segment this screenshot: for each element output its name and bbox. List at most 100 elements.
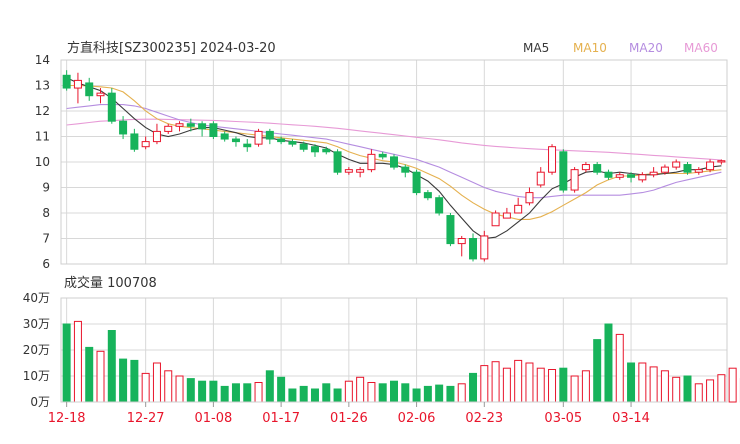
- volume-bar: [277, 376, 286, 403]
- candle-body: [615, 174, 624, 178]
- candle: [141, 136, 150, 150]
- candle: [649, 167, 658, 178]
- candle: [423, 190, 432, 201]
- candle-body: [706, 161, 715, 171]
- volume-plot-frame: [60, 297, 728, 403]
- candle: [164, 123, 173, 134]
- candle: [175, 121, 184, 132]
- price-tick-label: 7: [42, 232, 50, 246]
- candle: [638, 172, 647, 183]
- volume-bar: [717, 374, 726, 403]
- volume-bar: [265, 370, 274, 403]
- candle-body: [322, 148, 331, 153]
- volume-bar: [378, 383, 387, 403]
- price-tick-label: 13: [35, 79, 50, 93]
- candle: [152, 123, 161, 145]
- candle-body: [683, 164, 692, 173]
- price-grid: [61, 60, 727, 264]
- volume-tick-label: 30万: [23, 317, 50, 331]
- date-tick-label: 01-08: [194, 411, 232, 426]
- candle: [514, 197, 523, 214]
- candle-body: [209, 123, 218, 137]
- volume-bar: [694, 383, 703, 403]
- candle-body: [480, 235, 489, 260]
- candle-body: [73, 79, 82, 89]
- candle: [559, 149, 568, 193]
- candle-body: [593, 164, 602, 173]
- candle-body: [717, 160, 726, 163]
- volume-bar: [254, 382, 263, 403]
- candle: [717, 159, 726, 165]
- candle-body: [96, 92, 105, 97]
- volume-bar: [660, 370, 669, 403]
- volume-bar: [85, 346, 94, 403]
- candle: [446, 213, 455, 247]
- candle-body: [119, 120, 128, 135]
- candle: [85, 77, 94, 101]
- candle: [401, 164, 410, 178]
- volume-bar: [356, 376, 365, 403]
- candle-body: [198, 123, 207, 130]
- candle: [119, 116, 128, 140]
- candle-body: [62, 74, 71, 89]
- volume-bar: [130, 359, 139, 403]
- volume-bar: [548, 369, 557, 403]
- candle: [627, 172, 636, 183]
- volume-bar: [480, 365, 489, 403]
- candle-body: [141, 141, 150, 148]
- candle-body: [525, 192, 534, 204]
- candle: [378, 151, 387, 160]
- candle: [299, 141, 308, 152]
- candle: [390, 154, 398, 170]
- volume-bar: [638, 362, 647, 403]
- ma10-line: [66, 84, 722, 220]
- price-tick-label: 10: [35, 155, 50, 169]
- volume-bar: [683, 375, 692, 403]
- volume-bar: [706, 379, 715, 403]
- candle-body: [491, 212, 500, 227]
- volume-bar: [627, 362, 636, 403]
- volume-bar: [446, 385, 455, 403]
- price-tick-label: 8: [42, 206, 50, 220]
- candle: [469, 233, 478, 262]
- volume-bar: [728, 367, 737, 403]
- volume-bar: [502, 367, 511, 403]
- volume-bar: [164, 370, 173, 403]
- volume-bar: [525, 362, 534, 403]
- candle: [231, 136, 240, 147]
- price-tick-label: 14: [35, 53, 50, 67]
- candle: [198, 121, 207, 137]
- chart-title: 方直科技[SZ300235] 2024-03-20: [67, 40, 276, 56]
- candle: [570, 167, 579, 193]
- candle-body: [299, 143, 308, 150]
- candle-body: [220, 133, 229, 140]
- candle: [435, 195, 444, 216]
- candle: [581, 162, 590, 173]
- candle: [73, 72, 82, 104]
- legend-ma10: MA10: [573, 41, 607, 55]
- volume-bar: [435, 384, 444, 403]
- candle-body: [344, 169, 353, 173]
- price-tick-label: 11: [35, 130, 50, 144]
- candle: [604, 169, 613, 180]
- date-tick-label: 03-14: [612, 411, 650, 426]
- candle-body: [310, 146, 319, 153]
- candle: [344, 167, 353, 175]
- candle-body: [412, 171, 421, 194]
- candle-body: [186, 123, 195, 127]
- candle: [593, 162, 602, 175]
- volume-tick-label: 20万: [23, 343, 50, 357]
- candle-body: [254, 130, 263, 145]
- candle-body: [85, 82, 94, 97]
- date-tick-label: 12-27: [127, 411, 165, 426]
- candle-body: [694, 169, 703, 173]
- candle-body: [570, 169, 579, 191]
- volume-bar: [243, 383, 252, 403]
- candle-body: [356, 169, 365, 173]
- candle-body: [581, 164, 590, 171]
- volume-bar: [175, 375, 184, 403]
- candle: [672, 159, 681, 170]
- ma20-line: [66, 104, 722, 199]
- candle: [130, 128, 139, 152]
